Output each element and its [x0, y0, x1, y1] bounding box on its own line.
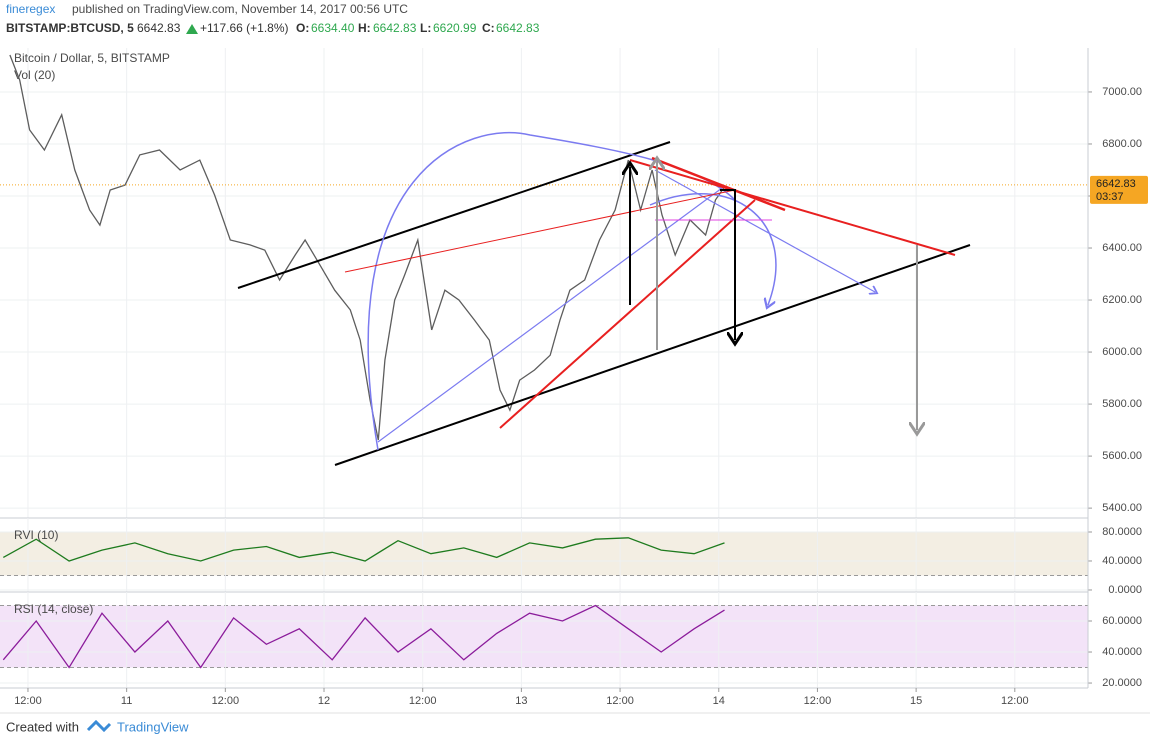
pane-title: RVI (10) — [14, 528, 58, 542]
price: 6642.83 — [137, 21, 181, 35]
x-tick-label: 12 — [318, 695, 330, 707]
y-tick-label: 80.0000 — [1102, 526, 1142, 538]
up-icon — [186, 24, 198, 34]
y-tick-label: 6800.00 — [1102, 138, 1142, 150]
band — [0, 605, 1088, 668]
drawings — [237, 131, 971, 466]
close-label: C: — [482, 21, 495, 35]
x-tick-label: 11 — [121, 695, 132, 707]
y-tick-label: 7000.00 — [1102, 86, 1142, 98]
red-thin — [344, 189, 736, 273]
pane-title: RSI (14, close) — [14, 602, 93, 616]
y-tick-label: 40.0000 — [1102, 555, 1142, 567]
series-line — [2, 604, 725, 669]
pane-title: Bitcoin / Dollar, 5, BITSTAMP — [14, 51, 170, 65]
high: 6642.83 — [373, 21, 417, 35]
author[interactable]: fineregex — [6, 2, 55, 16]
series-line — [2, 537, 725, 562]
footer-text: Created with — [6, 719, 79, 734]
red-long — [629, 159, 956, 256]
countdown: 03:37 — [1096, 191, 1124, 203]
footer-brand[interactable]: TradingView — [117, 719, 189, 734]
y-tick-label: 20.0000 — [1102, 677, 1142, 689]
y-tick-label: 5800.00 — [1102, 398, 1142, 410]
x-tick-label: 12:00 — [409, 695, 437, 707]
arc-arrow — [649, 193, 777, 305]
price-tag-label: 6642.83 — [1096, 178, 1136, 190]
symbol: BITSTAMP:BTCUSD, 5 — [6, 21, 134, 35]
y-tick-label: 0.0000 — [1108, 584, 1142, 596]
blue-line — [377, 187, 723, 443]
channel-bottom — [334, 244, 971, 466]
red-top — [651, 156, 786, 212]
change: +117.66 (+1.8%) — [200, 21, 289, 35]
y-tick-label: 5400.00 — [1102, 502, 1142, 514]
y-tick-label: 6200.00 — [1102, 294, 1142, 306]
panes: 5400.00 5600.00 5800.00 6000.00 6200.00 6400.… — [0, 48, 1148, 707]
band — [0, 531, 1088, 576]
x-tick-label: 13 — [515, 695, 527, 707]
high-label: H: — [358, 21, 371, 35]
blue-arrow — [654, 169, 875, 292]
y-tick-label: 40.0000 — [1102, 646, 1142, 658]
channel-top — [237, 141, 671, 289]
red-support — [499, 199, 756, 429]
x-tick-label: 14 — [713, 695, 725, 707]
open-label: O: — [296, 21, 309, 35]
x-tick-label: 12:00 — [804, 695, 832, 707]
x-tick-label: 12:00 — [14, 695, 42, 707]
y-tick-label: 6400.00 — [1102, 242, 1142, 254]
logo — [86, 719, 112, 733]
y-tick-label: 5600.00 — [1102, 450, 1142, 462]
x-tick-label: 12:00 — [1001, 695, 1029, 707]
y-tick-label: 60.0000 — [1102, 615, 1142, 627]
low-label: L: — [420, 21, 431, 35]
open: 6634.40 — [311, 21, 355, 35]
x-tick-label: 12:00 — [212, 695, 240, 707]
x-tick-label: 15 — [910, 695, 922, 707]
series-line — [9, 54, 726, 441]
price-tag — [1090, 175, 1148, 204]
y-tick-label: 6000.00 — [1102, 346, 1142, 358]
x-tick-label: 12:00 — [606, 695, 634, 707]
low: 6620.99 — [433, 21, 477, 35]
close: 6642.83 — [496, 21, 540, 35]
pane-subtitle: Vol (20) — [14, 68, 55, 82]
published: published on TradingView.com, November 1… — [72, 2, 408, 16]
